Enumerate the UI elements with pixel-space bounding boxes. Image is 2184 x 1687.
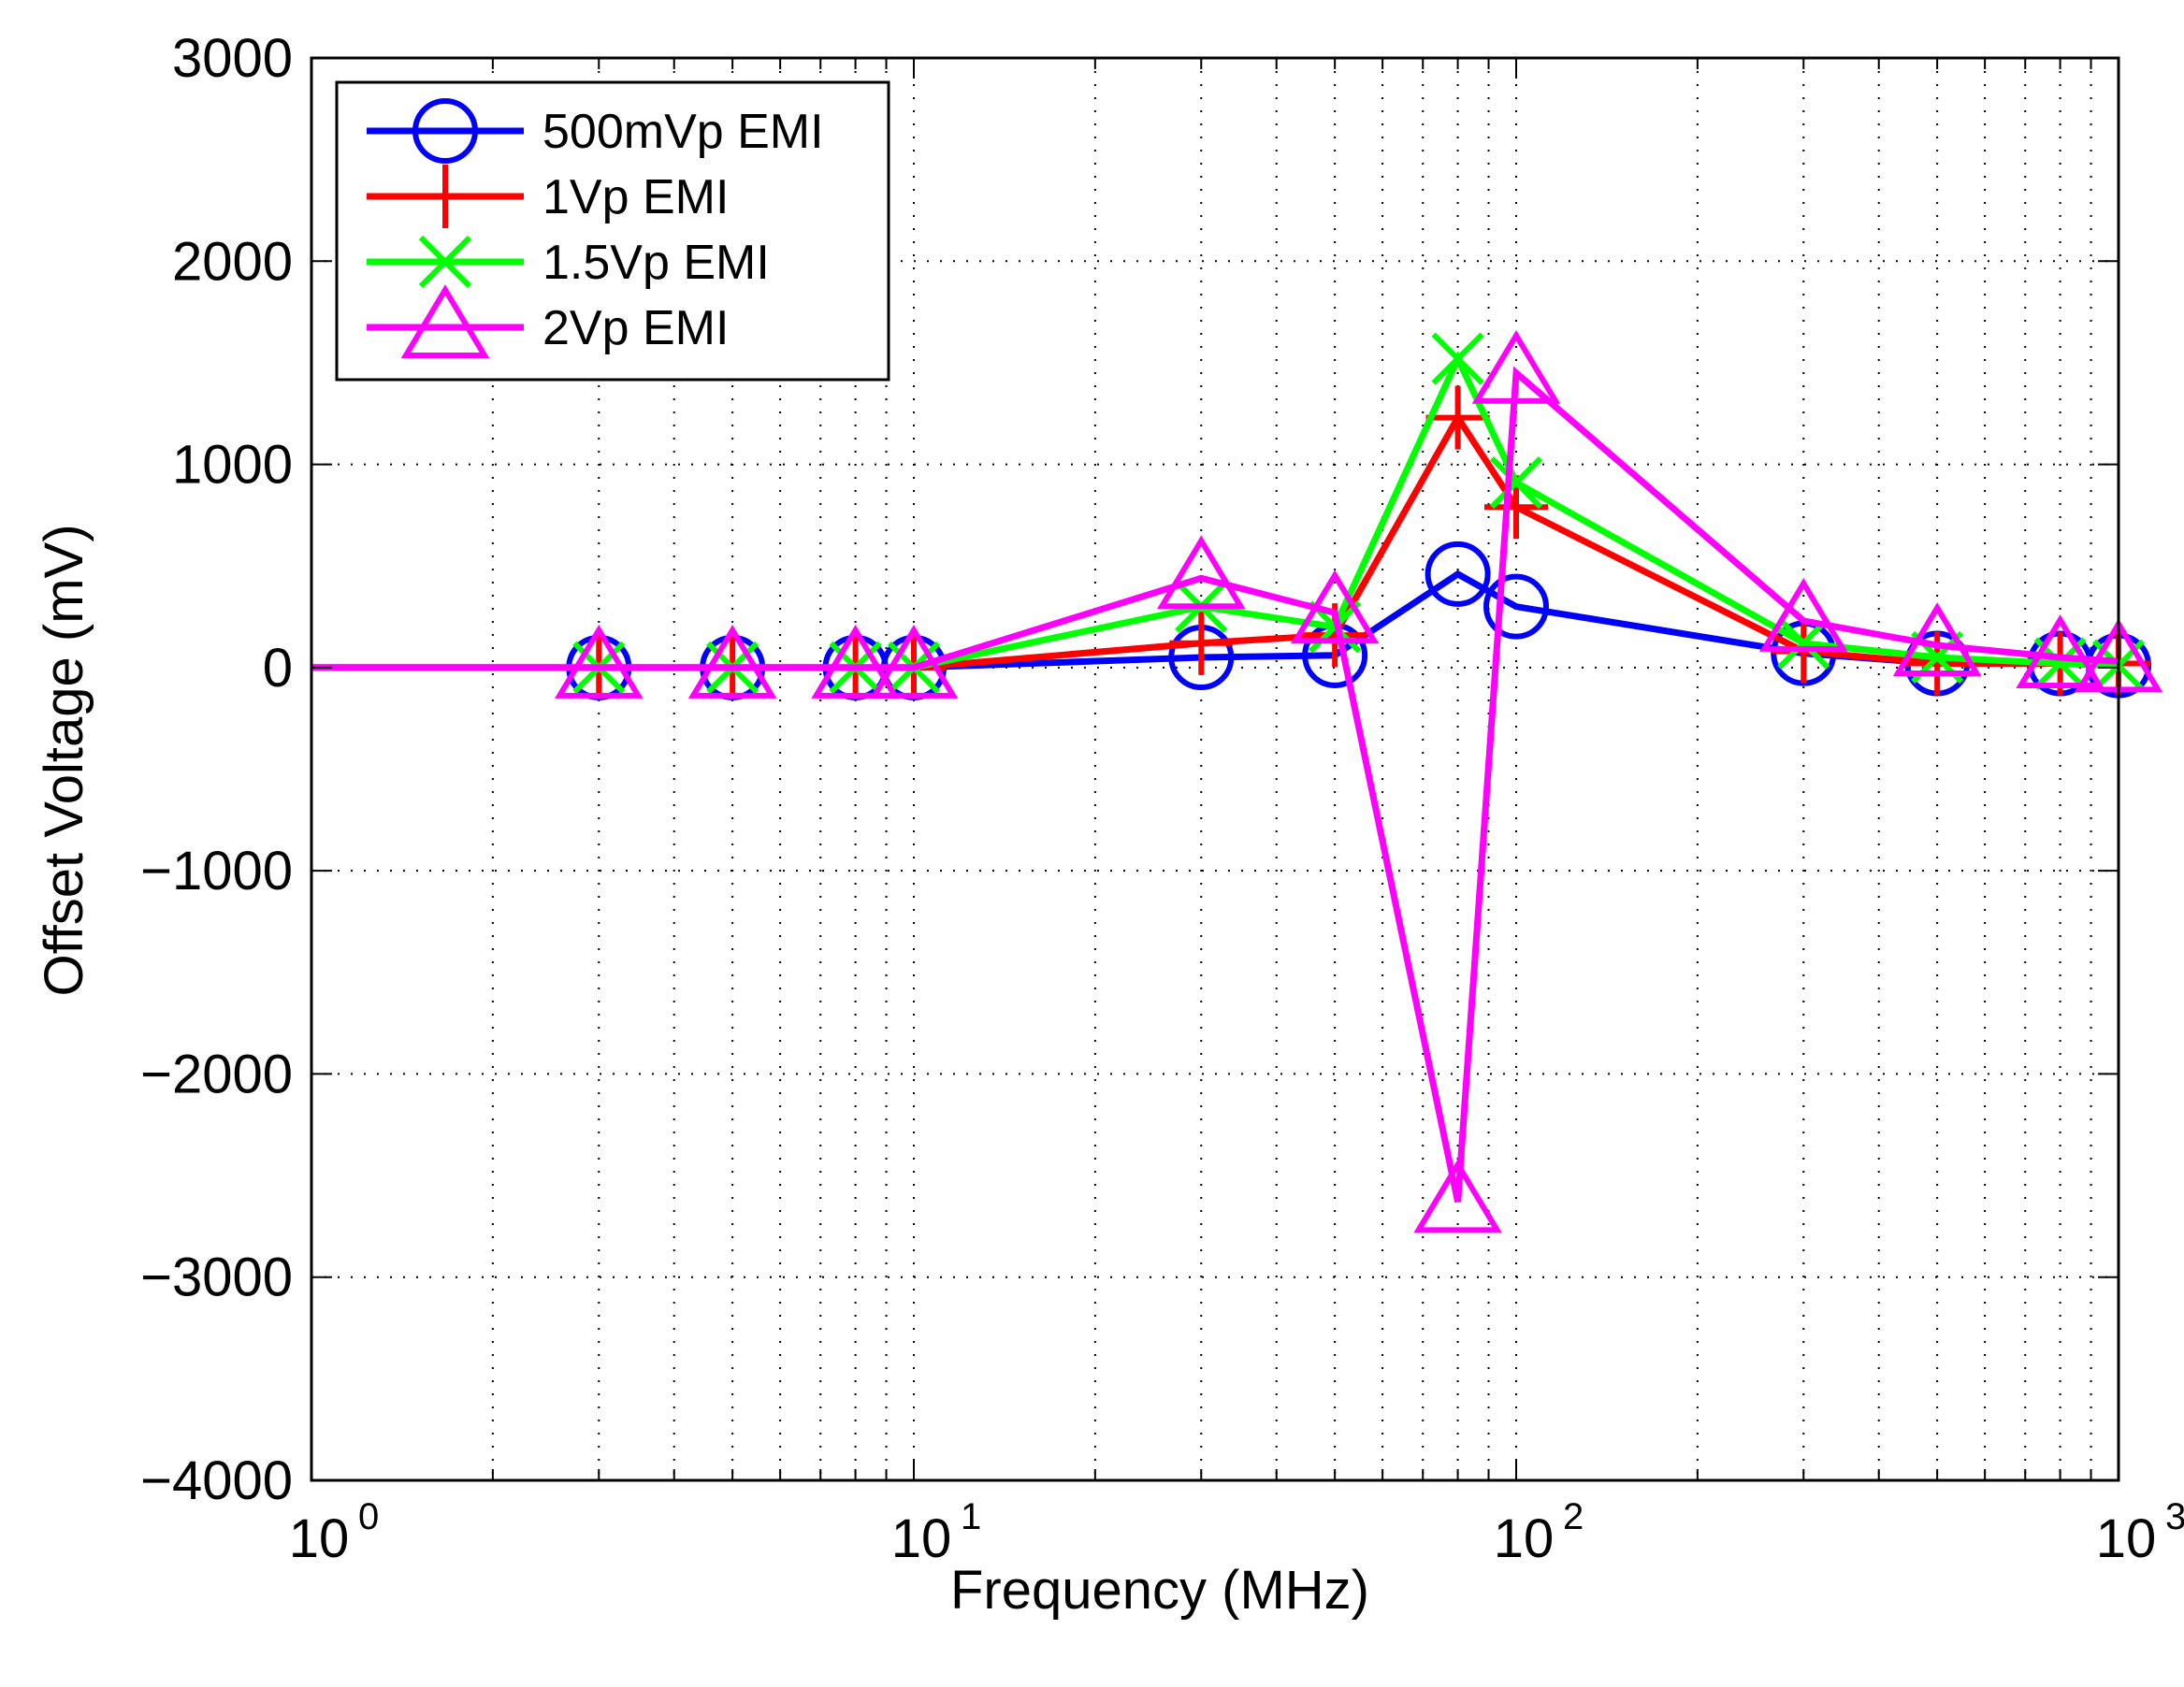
legend-label: 2Vp EMI: [542, 301, 729, 355]
data-point: [687, 625, 777, 699]
legend-entry: 2Vp EMI: [367, 284, 729, 358]
legend-entry: 1.5Vp EMI: [367, 235, 770, 290]
x-tick-label-exponent: 2: [1563, 1496, 1584, 1537]
data-point: [1425, 385, 1490, 450]
plot-frame: [310, 56, 2120, 1482]
x-tick-label: 10 0: [289, 1496, 380, 1569]
data-point: [1156, 535, 1246, 610]
data-point: [1169, 611, 1234, 675]
y-tick-label: 3000: [172, 28, 293, 89]
data-point: [1489, 456, 1543, 510]
x-tick-label-exponent: 3: [2165, 1496, 2184, 1537]
legend-label: 1Vp EMI: [542, 170, 729, 224]
legend-swatch-marker: [413, 165, 477, 228]
data-point: [869, 625, 959, 699]
y-tick-label: −3000: [140, 1247, 293, 1308]
y-tick-label: 1000: [172, 435, 293, 496]
legend-swatch-marker: [418, 235, 472, 289]
x-tick-label-exponent: 0: [358, 1496, 379, 1537]
x-tick-label-base: 10: [891, 1508, 952, 1569]
y-tick-label: −1000: [140, 841, 293, 901]
data-point: [2016, 614, 2104, 688]
data-point: [811, 625, 900, 699]
x-tick-label: 10 1: [891, 1496, 982, 1569]
x-tick-label-base: 10: [2096, 1508, 2157, 1569]
data-point: [1483, 573, 1549, 640]
legend-entry: 1Vp EMI: [367, 165, 729, 228]
y-axis-title: Offset Voltage (mV): [34, 524, 94, 996]
x-tick-label: 10 3: [2096, 1496, 2184, 1569]
data-point: [1425, 541, 1491, 607]
y-tick-label: −2000: [140, 1044, 293, 1104]
legend: 500mVp EMI 1Vp EMI 1.5Vp EMI 2Vp EMI: [335, 80, 890, 382]
legend-label: 500mVp EMI: [542, 105, 824, 159]
y-tick-label: 0: [263, 638, 293, 699]
x-tick-label-base: 10: [1494, 1508, 1555, 1569]
data-point: [1290, 570, 1380, 644]
data-point: [1758, 578, 1848, 652]
legend-entry: 500mVp EMI: [367, 98, 824, 164]
data-point: [1471, 329, 1561, 404]
x-tick-label-base: 10: [289, 1508, 350, 1569]
legend-swatch-marker: [400, 284, 490, 358]
data-point: [1892, 602, 1982, 676]
x-tick-label: 10 2: [1494, 1496, 1584, 1569]
x-tick-label-exponent: 1: [961, 1496, 981, 1537]
y-tick-label: −4000: [140, 1450, 293, 1511]
y-tick-label: 2000: [172, 231, 293, 292]
data-point: [554, 625, 644, 699]
x-axis-title: Frequency (MHz): [950, 1560, 1369, 1621]
data-point: [1413, 1159, 1502, 1233]
legend-swatch-marker: [412, 98, 478, 164]
data-point: [1431, 332, 1484, 385]
legend-label: 1.5Vp EMI: [542, 236, 770, 290]
series-line: [311, 366, 2119, 1204]
